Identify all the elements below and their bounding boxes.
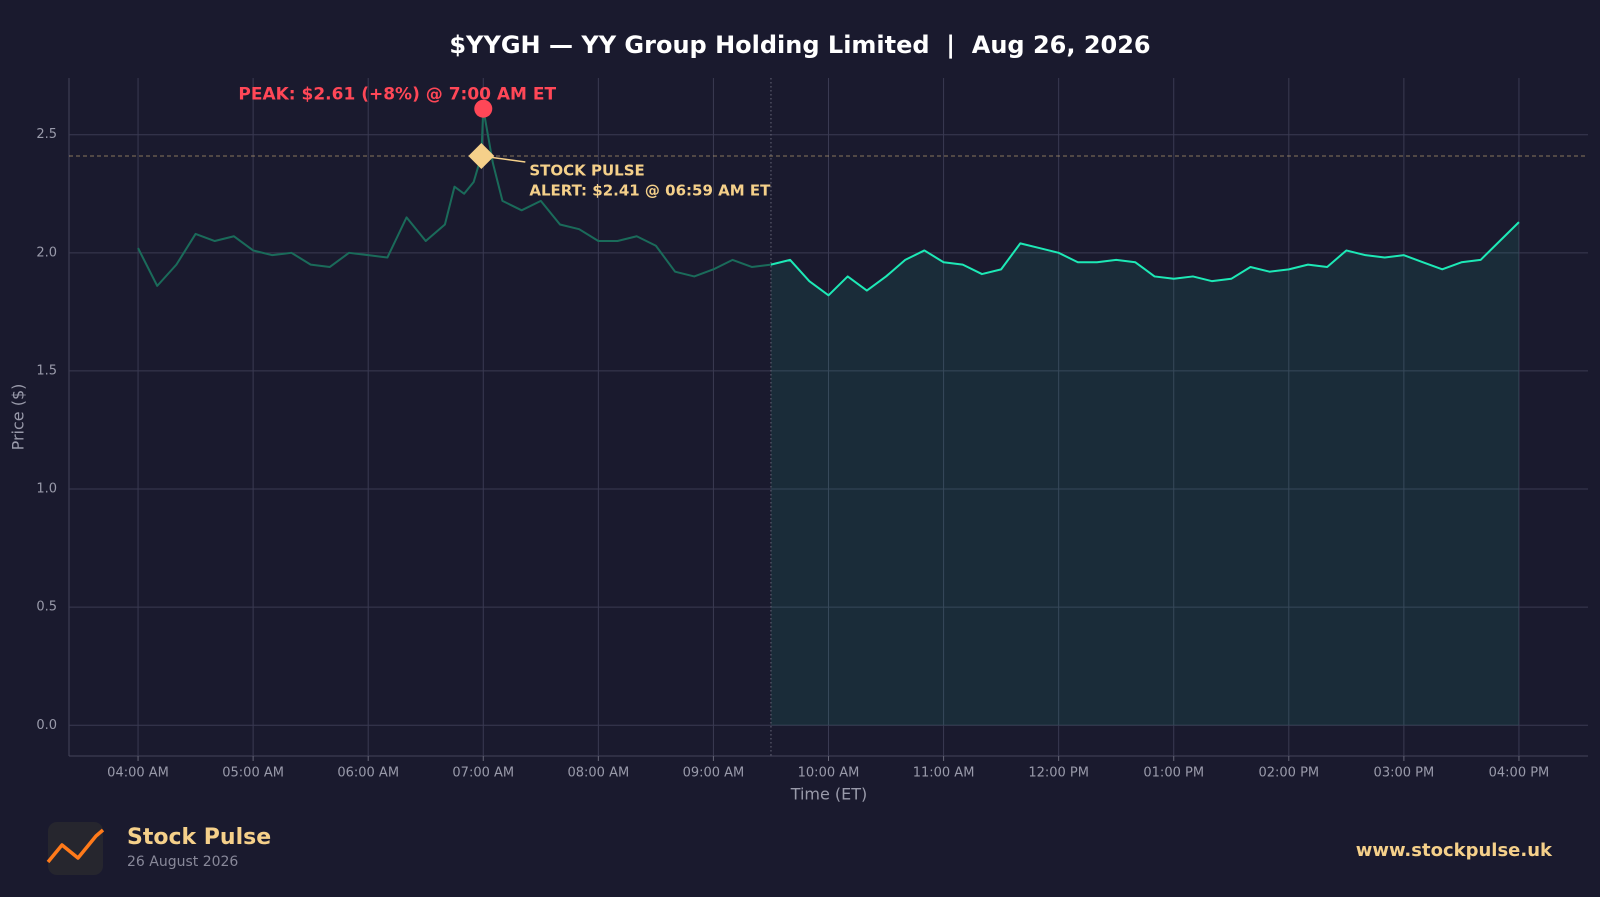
x-tick-label: 01:00 PM (1143, 766, 1204, 781)
peak-label: PEAK: $2.61 (+8%) @ 7:00 AM ET (238, 85, 556, 105)
y-axis-label: Price ($) (9, 384, 28, 451)
x-tick-label: 12:00 PM (1028, 766, 1089, 781)
session-area (770, 222, 1519, 726)
x-tick-label: 04:00 PM (1489, 766, 1550, 781)
logo (46, 822, 105, 875)
chart-title: $YYGH — YY Group Holding Limited | Aug 2… (449, 31, 1150, 59)
y-tick-label: 0.0 (36, 718, 57, 733)
x-tick-label: 03:00 PM (1374, 766, 1435, 781)
x-tick-label: 07:00 AM (452, 766, 514, 781)
alert-label: ALERT: $2.41 @ 06:59 AM ET (529, 181, 771, 199)
brand: Stock Pulse (127, 825, 271, 850)
x-tick-label: 11:00 AM (913, 766, 975, 781)
logo-line (46, 828, 105, 864)
x-tick-label: 09:00 AM (683, 766, 745, 781)
footer-date: 26 August 2026 (127, 854, 238, 870)
y-tick-label: 2.5 (36, 127, 57, 142)
alert-label: STOCK PULSE (529, 161, 644, 179)
x-tick-label: 08:00 AM (567, 766, 629, 781)
x-tick-label: 06:00 AM (337, 766, 399, 781)
peak-marker (474, 99, 493, 118)
y-tick-label: 2.0 (36, 245, 57, 260)
x-tick-label: 04:00 AM (107, 766, 169, 781)
y-tick-label: 1.5 (36, 363, 57, 378)
price-line (137, 107, 1520, 297)
x-tick-label: 02:00 PM (1258, 766, 1319, 781)
y-tick-label: 1.0 (36, 482, 57, 497)
x-tick-label: 10:00 AM (798, 766, 860, 781)
alert-marker (468, 142, 495, 169)
plot-area: 0.0 0.5 1.0 1.5 2.0 2.5 04:00 AM 05:00 AM 06:00 … (36, 78, 1588, 781)
x-tick-label: 05:00 AM (222, 766, 284, 781)
x-axis-label: Time (ET) (790, 785, 868, 804)
logo-box (48, 822, 103, 875)
y-tick-label: 0.5 (36, 600, 57, 615)
website: www.stockpulse.uk (1356, 840, 1553, 861)
